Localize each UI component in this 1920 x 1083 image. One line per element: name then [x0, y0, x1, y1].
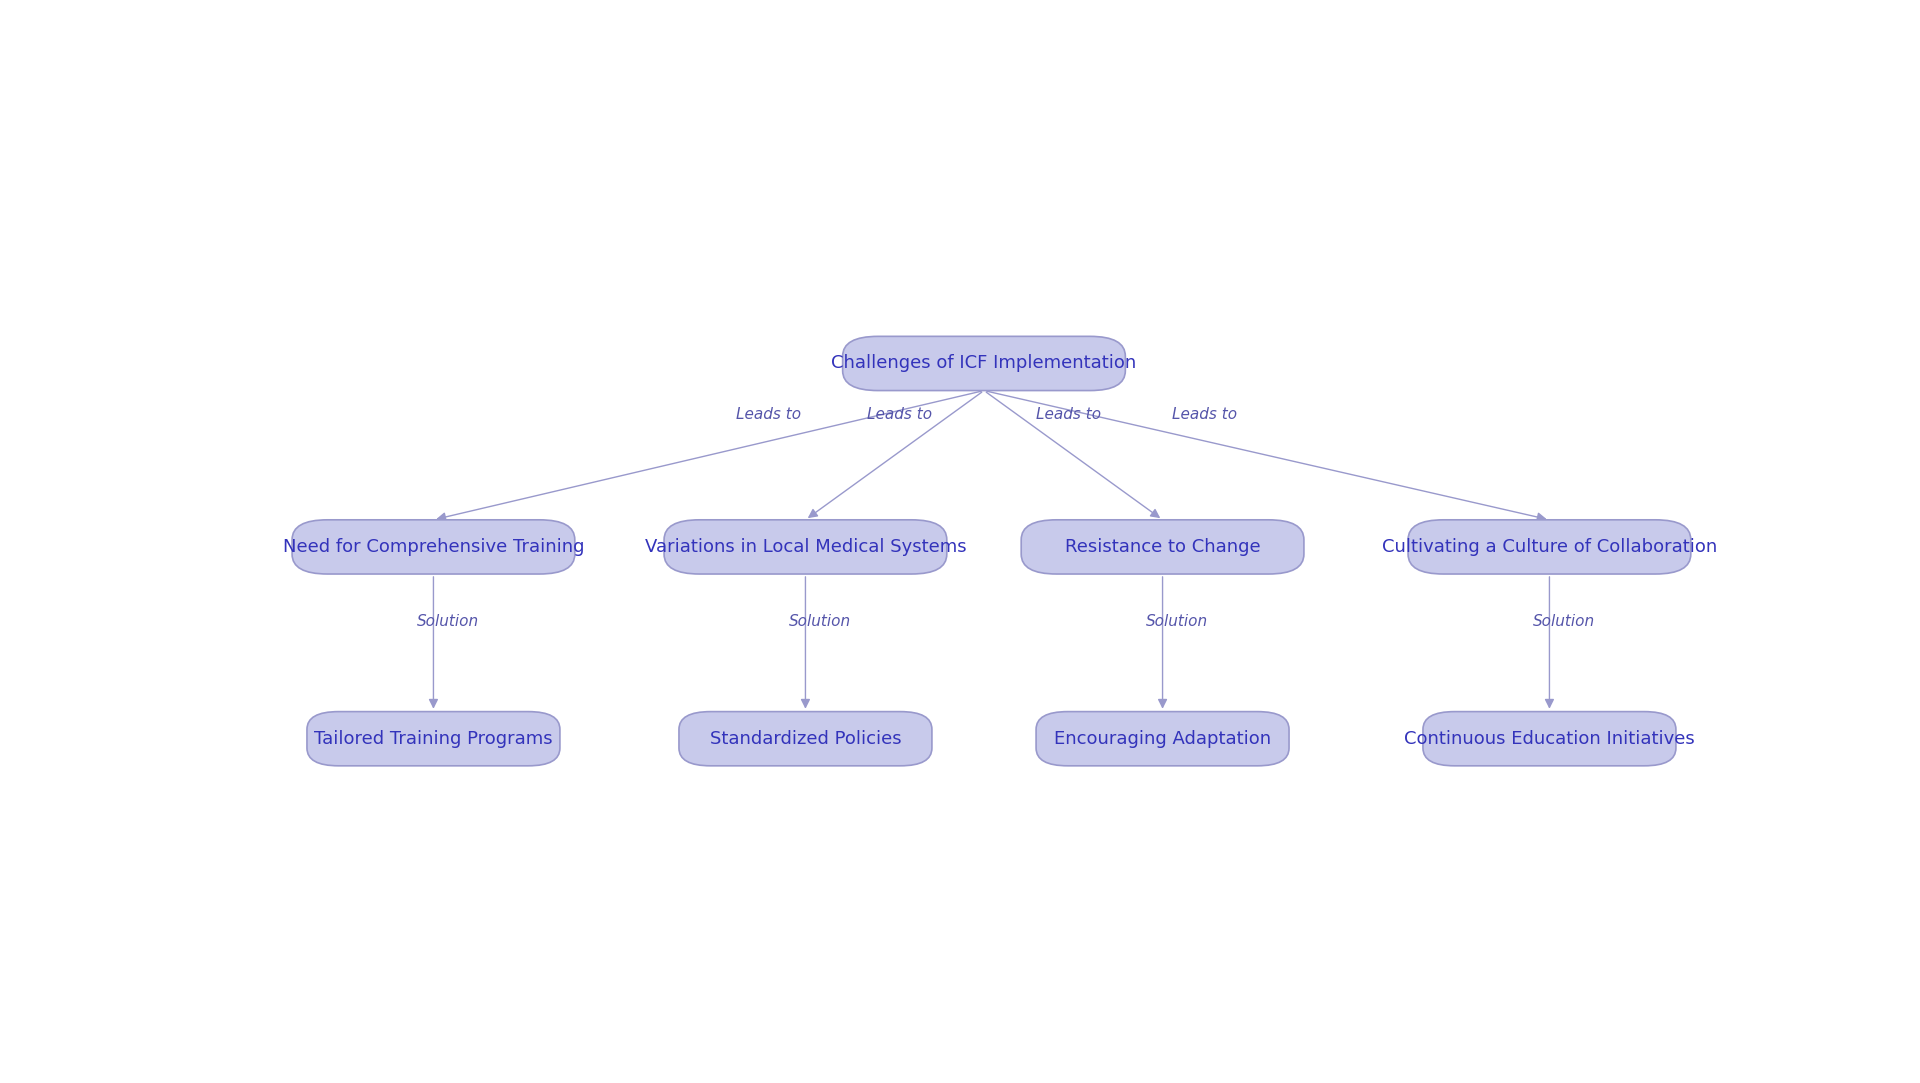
- Text: Need for Comprehensive Training: Need for Comprehensive Training: [282, 538, 584, 556]
- Text: Standardized Policies: Standardized Policies: [710, 730, 900, 747]
- FancyBboxPatch shape: [1423, 712, 1676, 766]
- Text: Continuous Education Initiatives: Continuous Education Initiatives: [1404, 730, 1695, 747]
- FancyBboxPatch shape: [1037, 712, 1288, 766]
- Text: Leads to: Leads to: [1171, 407, 1236, 422]
- Text: Resistance to Change: Resistance to Change: [1066, 538, 1260, 556]
- Text: Solution: Solution: [1146, 614, 1208, 629]
- Text: Solution: Solution: [789, 614, 851, 629]
- Text: Tailored Training Programs: Tailored Training Programs: [315, 730, 553, 747]
- Text: Cultivating a Culture of Collaboration: Cultivating a Culture of Collaboration: [1382, 538, 1716, 556]
- Text: Encouraging Adaptation: Encouraging Adaptation: [1054, 730, 1271, 747]
- Text: Leads to: Leads to: [866, 407, 931, 422]
- Text: Solution: Solution: [417, 614, 480, 629]
- Text: Challenges of ICF Implementation: Challenges of ICF Implementation: [831, 354, 1137, 373]
- FancyBboxPatch shape: [843, 337, 1125, 391]
- Text: Solution: Solution: [1534, 614, 1596, 629]
- FancyBboxPatch shape: [292, 520, 574, 574]
- FancyBboxPatch shape: [680, 712, 931, 766]
- FancyBboxPatch shape: [664, 520, 947, 574]
- Text: Leads to: Leads to: [1037, 407, 1102, 422]
- FancyBboxPatch shape: [307, 712, 561, 766]
- FancyBboxPatch shape: [1021, 520, 1304, 574]
- Text: Leads to: Leads to: [737, 407, 801, 422]
- Text: Variations in Local Medical Systems: Variations in Local Medical Systems: [645, 538, 966, 556]
- FancyBboxPatch shape: [1407, 520, 1692, 574]
